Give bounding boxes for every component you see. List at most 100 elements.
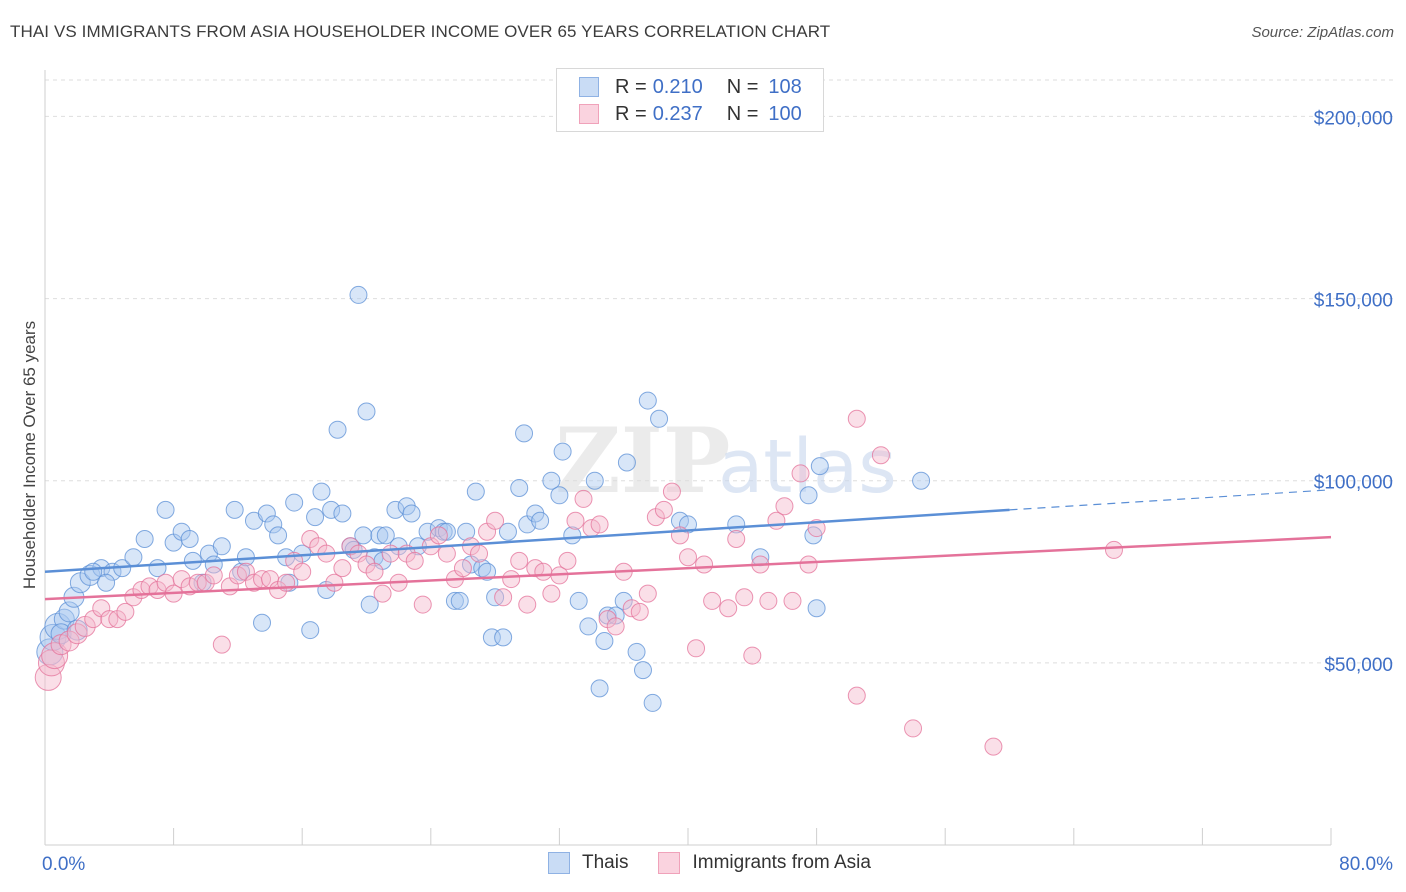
point-thais bbox=[638, 391, 657, 410]
point-asia bbox=[413, 595, 432, 614]
point-thais bbox=[264, 515, 283, 534]
series-legend: Thais Immigrants from Asia bbox=[548, 852, 901, 874]
point-asia bbox=[381, 544, 400, 563]
point-thais bbox=[376, 526, 395, 545]
legend-row-asia: R = 0.237 N = 100 bbox=[579, 101, 802, 127]
tick-labels: $50,000 $100,000 $150,000 $200,000 0.0% 80.0% bbox=[42, 108, 1393, 875]
point-thais bbox=[402, 504, 421, 523]
trend-lines bbox=[44, 489, 1332, 601]
x-tick-label: 0.0% bbox=[42, 854, 85, 875]
point-thais bbox=[349, 285, 368, 304]
point-asia bbox=[799, 555, 818, 574]
point-asia bbox=[703, 591, 722, 610]
point-asia bbox=[558, 551, 577, 570]
point-asia bbox=[759, 591, 778, 610]
point-asia bbox=[743, 646, 762, 665]
legend-swatch-thais bbox=[579, 77, 599, 97]
point-thais bbox=[257, 504, 276, 523]
point-thais bbox=[579, 617, 598, 636]
point-asia bbox=[429, 526, 448, 545]
point-asia bbox=[847, 409, 866, 428]
point-thais bbox=[494, 628, 513, 647]
legend-label-asia: Immigrants from Asia bbox=[692, 852, 871, 873]
point-thais bbox=[595, 632, 614, 650]
point-thais bbox=[450, 591, 469, 610]
point-thais bbox=[97, 573, 116, 592]
legend-label-thais: Thais bbox=[582, 852, 629, 873]
point-asia bbox=[984, 737, 1003, 756]
y-tick-label: $150,000 bbox=[1314, 291, 1393, 312]
point-asia bbox=[638, 584, 657, 603]
point-asia bbox=[204, 566, 223, 585]
point-thais bbox=[135, 530, 154, 548]
trend-line-thais-extension bbox=[1009, 489, 1332, 511]
point-thais bbox=[312, 482, 331, 501]
point-thais bbox=[360, 595, 379, 614]
trend-line-asia bbox=[44, 535, 1332, 601]
point-asia bbox=[518, 595, 537, 614]
point-thais bbox=[357, 402, 376, 421]
point-asia bbox=[37, 649, 65, 677]
point-thais bbox=[466, 482, 485, 501]
point-asia bbox=[212, 635, 231, 654]
point-asia bbox=[1104, 540, 1123, 559]
point-asia bbox=[373, 584, 392, 603]
point-asia bbox=[365, 562, 384, 581]
point-thais bbox=[156, 500, 175, 519]
point-thais bbox=[473, 559, 492, 578]
point-asia bbox=[904, 719, 923, 738]
point-asia bbox=[566, 511, 585, 530]
point-asia bbox=[470, 544, 489, 563]
point-thais bbox=[370, 526, 389, 545]
point-asia bbox=[66, 623, 88, 645]
chart-title: THAI VS IMMIGRANTS FROM ASIA HOUSEHOLDER… bbox=[10, 22, 831, 41]
data-points bbox=[34, 285, 1123, 756]
point-asia bbox=[486, 511, 505, 530]
point-thais bbox=[180, 530, 199, 548]
x-tick-label: 80.0% bbox=[1339, 854, 1393, 875]
legend-n-label: N = bbox=[726, 75, 759, 98]
point-asia bbox=[679, 548, 697, 567]
point-asia bbox=[775, 497, 794, 516]
point-asia bbox=[847, 686, 866, 705]
legend-item-asia: Immigrants from Asia bbox=[658, 852, 871, 874]
point-thais bbox=[124, 548, 143, 567]
legend-n-value: 100 bbox=[768, 102, 802, 125]
point-thais bbox=[306, 508, 325, 527]
point-thais bbox=[563, 526, 582, 545]
axes bbox=[44, 70, 1332, 846]
point-asia bbox=[654, 500, 673, 519]
point-asia bbox=[510, 551, 529, 570]
legend-n-value: 108 bbox=[768, 75, 802, 98]
point-asia bbox=[333, 559, 352, 578]
point-asia bbox=[783, 591, 802, 610]
point-thais bbox=[590, 679, 609, 698]
point-thais bbox=[225, 500, 244, 519]
point-thais bbox=[498, 522, 517, 541]
point-thais bbox=[322, 500, 341, 519]
legend-r-label: R = bbox=[615, 75, 647, 98]
point-thais bbox=[354, 526, 373, 545]
point-thais bbox=[799, 486, 818, 505]
point-thais bbox=[650, 409, 669, 428]
point-asia bbox=[41, 642, 69, 670]
legend-row-thais: R = 0.210 N = 108 bbox=[579, 74, 802, 100]
point-thais bbox=[418, 522, 437, 541]
y-tick-label: $50,000 bbox=[1324, 655, 1393, 676]
legend-r-value: 0.237 bbox=[652, 102, 703, 125]
point-asia bbox=[662, 482, 681, 501]
point-asia bbox=[437, 544, 456, 563]
point-thais bbox=[569, 591, 588, 610]
legend-swatch-asia bbox=[658, 852, 681, 874]
point-thais bbox=[550, 486, 569, 505]
point-thais bbox=[531, 511, 550, 530]
point-thais bbox=[617, 453, 636, 472]
point-thais bbox=[633, 661, 652, 680]
point-thais bbox=[333, 504, 352, 523]
point-thais bbox=[253, 613, 272, 632]
point-asia bbox=[293, 562, 312, 581]
correlation-legend: R = 0.210 N = 108 R = 0.237 N = 100 bbox=[556, 68, 824, 132]
point-asia bbox=[590, 515, 609, 534]
point-thais bbox=[478, 562, 497, 581]
